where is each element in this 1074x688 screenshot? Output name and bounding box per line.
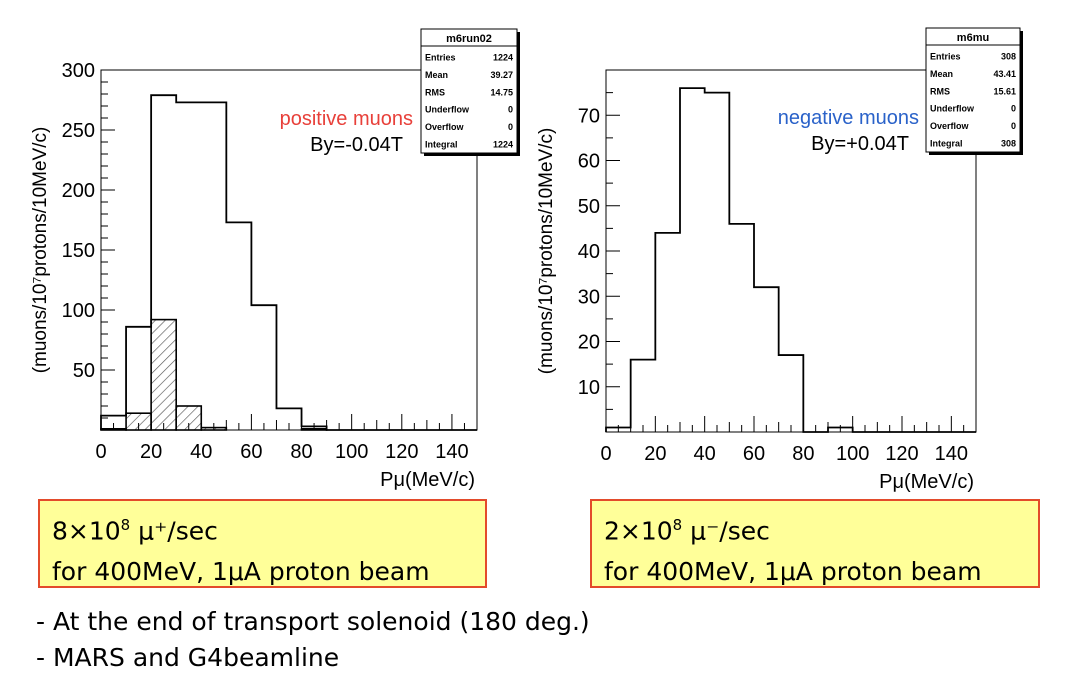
x-tick-label: 140 [435, 441, 468, 463]
stats-row-label: RMS [425, 87, 445, 97]
positive-rate-box: 8×108 μ⁺/sec for 400MeV, 1μA proton beam [38, 499, 487, 588]
x-axis-label: Pμ(MeV/c) [380, 469, 475, 491]
positive-beam-line: for 400MeV, 1μA proton beam [52, 557, 430, 587]
stats-row-value: 1224 [493, 139, 513, 149]
y-tick-label: 10 [578, 377, 600, 399]
x-tick-label: 80 [792, 443, 814, 465]
stats-row-label: Integral [425, 139, 458, 149]
stats-row-value: 43.41 [993, 69, 1016, 79]
positive-rate-line: 8×108 μ⁺/sec [52, 516, 218, 546]
x-tick-label: 140 [935, 443, 968, 465]
stats-box [925, 27, 1021, 153]
stats-row-label: Mean [425, 70, 448, 80]
histogram-positive-muons: 0 20 40 60 80 100 120 140 50 100 150 200 250 300 (muon… [30, 28, 520, 491]
y-tick-label: 250 [62, 120, 95, 142]
x-tick-label: 80 [290, 441, 312, 463]
stats-row-label: Mean [930, 69, 953, 79]
y-tick-label: 200 [62, 180, 95, 202]
negative-rate-box: 2×108 μ⁻/sec for 400MeV, 1μA proton beam [590, 499, 1040, 588]
x-tick-label: 60 [240, 441, 262, 463]
x-tick-label: 40 [694, 443, 716, 465]
x-tick-label: 40 [190, 441, 212, 463]
stats-row-value: 0 [1011, 104, 1016, 114]
stats-row-label: Entries [930, 52, 961, 62]
stats-row-value: 308 [1001, 138, 1016, 148]
y-tick-label: 300 [62, 60, 95, 82]
annotation-title: positive muons [280, 108, 413, 130]
stats-box-name: m6mu [957, 32, 989, 44]
stats-row-value: 0 [1011, 121, 1016, 131]
y-tick-label: 70 [578, 105, 600, 127]
stats-row-value: 308 [1001, 52, 1016, 62]
x-tick-label: 0 [95, 441, 106, 463]
x-tick-label: 100 [836, 443, 869, 465]
y-tick-label: 20 [578, 332, 600, 354]
y-tick-label: 40 [578, 241, 600, 263]
x-axis-label: Pμ(MeV/c) [879, 471, 974, 493]
negative-beam-line: for 400MeV, 1μA proton beam [604, 557, 982, 587]
stats-row-value: 0 [508, 122, 513, 132]
stats-row-value: 1224 [493, 53, 513, 63]
x-tick-label: 100 [335, 441, 368, 463]
stats-row-label: Overflow [930, 121, 970, 131]
y-tick-label: 60 [578, 151, 600, 173]
y-axis-label: (muons/10⁷protons/10MeV/c) [536, 128, 557, 375]
stats-row-label: Underflow [425, 105, 470, 115]
y-axis-label: (muons/10⁷protons/10MeV/c) [30, 127, 51, 374]
y-tick-label: 50 [578, 196, 600, 218]
x-tick-label: 120 [385, 441, 418, 463]
x-tick-label: 60 [743, 443, 765, 465]
stats-row-value: 14.75 [490, 87, 513, 97]
x-tick-label: 120 [885, 443, 918, 465]
stats-row-label: RMS [930, 86, 950, 96]
stats-row-label: Integral [930, 138, 963, 148]
y-tick-label: 30 [578, 286, 600, 308]
histogram-negative-muons: 0 20 40 60 80 100 120 140 10 20 30 40 50 60 70 (muons/1… [536, 27, 1023, 493]
stats-box [420, 28, 518, 154]
x-tick-label: 0 [600, 443, 611, 465]
note-item: - MARS and G4beamline [36, 643, 340, 672]
stats-row-label: Entries [425, 53, 456, 63]
annotation-field: By=+0.04T [811, 133, 909, 155]
annotation-field: By=-0.04T [310, 134, 403, 156]
stats-row-value: 0 [508, 105, 513, 115]
stats-row-value: 39.27 [490, 70, 513, 80]
histogram-bin [150, 318, 177, 431]
note-item: - At the end of transport solenoid (180 … [36, 607, 590, 636]
x-tick-label: 20 [140, 441, 162, 463]
stats-row-value: 15.61 [993, 86, 1016, 96]
y-tick-label: 50 [73, 360, 95, 382]
histogram-outline [605, 87, 976, 433]
annotation-title: negative muons [778, 107, 919, 129]
y-tick-label: 150 [62, 240, 95, 262]
stats-row-label: Overflow [425, 122, 465, 132]
negative-rate-line: 2×108 μ⁻/sec [604, 516, 770, 546]
stats-box-name: m6run02 [446, 33, 492, 45]
y-tick-label: 100 [62, 300, 95, 322]
stats-row-label: Underflow [930, 104, 975, 114]
notes-list: - At the end of transport solenoid (180 … [36, 604, 590, 676]
x-tick-label: 20 [644, 443, 666, 465]
